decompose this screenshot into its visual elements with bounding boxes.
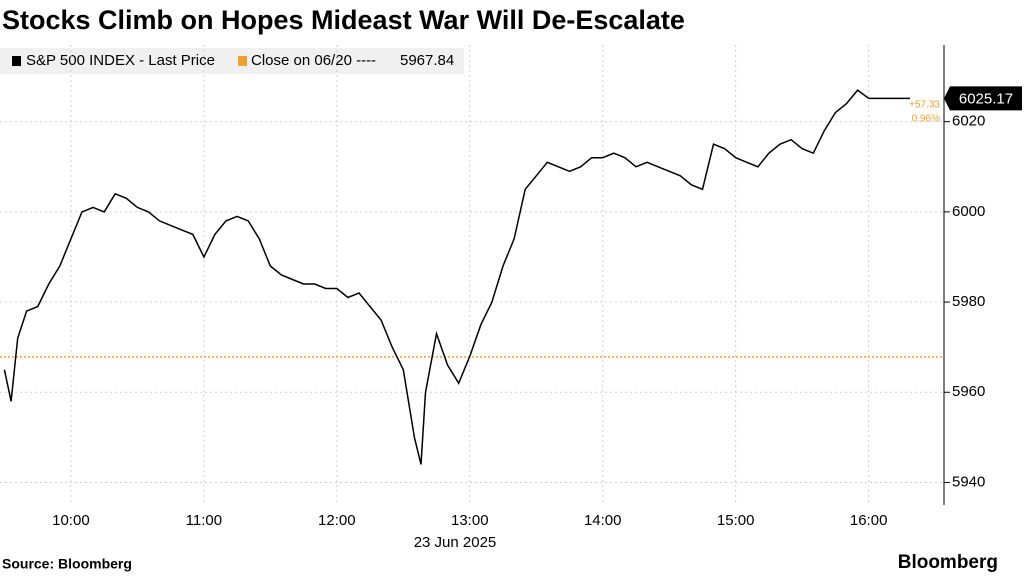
source: Source: Bloomberg [2,556,132,572]
legend-box [0,48,464,74]
y-tick-label: 6000 [952,203,985,220]
y-tick-label: 5940 [952,473,985,490]
legend-label: S&P 500 INDEX - Last Price [26,52,215,69]
x-tick-label: 11:00 [186,512,222,529]
x-tick-label: 13:00 [451,512,489,529]
y-tick-label: 5980 [952,293,985,310]
y-tick-label: 6020 [952,113,985,130]
legend-swatch [238,56,247,66]
chart-title: Stocks Climb on Hopes Mideast War Will D… [2,5,685,35]
legend-swatch [12,56,21,66]
y-tick-label: 5960 [952,383,985,400]
x-axis-label: 23 Jun 2025 [414,534,497,551]
x-tick-label: 15:00 [717,512,755,529]
x-tick-label: 12:00 [318,512,356,529]
annotation: 0.96% [912,114,940,125]
x-tick-label: 16:00 [850,512,888,529]
annotation: +57.33 [909,100,940,111]
legend-label: Close on 06/20 ---- [251,52,376,69]
legend-value: 5967.84 [400,52,454,69]
last-price-label: 6025.17 [959,90,1013,107]
brand: Bloomberg [898,552,998,573]
price-line [3,89,870,465]
last-price-box [944,86,1022,111]
x-tick-label: 10:00 [52,512,90,529]
x-tick-label: 14:00 [584,512,622,529]
